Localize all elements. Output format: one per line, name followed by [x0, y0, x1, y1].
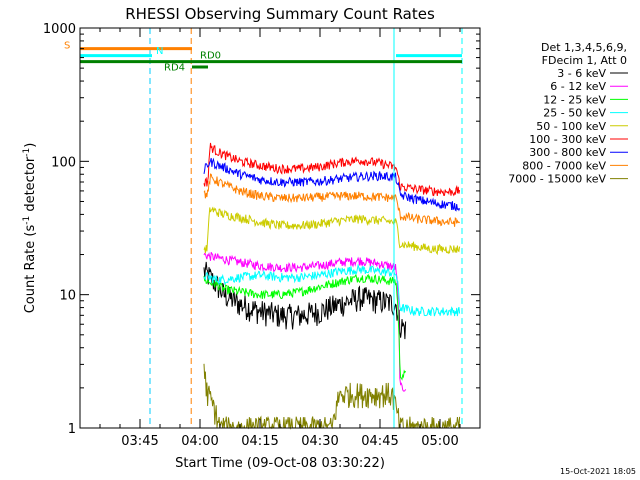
x-tick-label: 04:15: [241, 434, 278, 449]
flag-label-rd4: RD4: [164, 63, 185, 74]
legend-entry-label: 800 - 7000 keV: [522, 159, 606, 172]
flag-label-s: S: [64, 41, 70, 52]
legend-entry-label: 12 - 25 keV: [543, 93, 606, 106]
y-axis-label-exponent: -1: [22, 216, 32, 225]
x-tick-label: 03:45: [121, 434, 158, 449]
y-axis-label-exponent: -1: [22, 148, 32, 157]
legend-entry-label: 7000 - 15000 keV: [508, 173, 606, 186]
series-line-4: [203, 263, 461, 317]
flag-label-rd0: RD0: [200, 51, 221, 62]
flag-bars-layer: S N RD0 RD4: [64, 41, 462, 74]
series-layer: [203, 142, 461, 430]
y-tick-label: 10: [59, 289, 76, 304]
series-line-5: [203, 206, 461, 256]
series-line-2: [203, 251, 407, 392]
legend: Det 1,3,4,5,6,9, FDecim 1, Att 0 3 - 6 k…: [508, 41, 628, 186]
x-axis-ticks: 03:45 04:00 04:15 04:30 04:45 05:00: [79, 28, 481, 449]
series-line-7: [203, 157, 461, 212]
y-axis-label: Count Rate (s-1 detector-1): [22, 143, 38, 314]
y-tick-label: 1: [68, 422, 76, 437]
flag-label-n: N: [156, 46, 163, 57]
series-line-1: [203, 261, 407, 340]
x-tick-label: 04:45: [361, 434, 398, 449]
legend-entry-label: 6 - 12 keV: [550, 80, 606, 93]
legend-header-line: FDecim 1, Att 0: [542, 54, 627, 67]
legend-entry-label: 50 - 100 keV: [536, 120, 606, 133]
y-tick-label: 100: [51, 155, 76, 170]
x-tick-label: 05:00: [421, 434, 458, 449]
legend-header-line: Det 1,3,4,5,6,9,: [541, 41, 627, 54]
y-axis-label-part: ): [23, 143, 38, 148]
series-line-8: [203, 173, 460, 227]
x-tick-label: 04:00: [181, 434, 218, 449]
legend-entry-label: 25 - 50 keV: [543, 107, 606, 120]
y-axis-label-part: detector: [23, 156, 38, 216]
vertical-lines-layer: [149, 28, 463, 428]
series-line-6: [203, 142, 461, 197]
y-axis-ticks: 1 10 100 1000: [43, 22, 480, 437]
series-line-9: [203, 363, 461, 430]
legend-entry-label: 100 - 300 keV: [529, 133, 606, 146]
y-axis-label-part: Count Rate (s: [23, 225, 38, 314]
footer-timestamp: 15-Oct-2021 18:05: [560, 467, 636, 476]
y-tick-label: 1000: [43, 22, 76, 37]
x-axis-label: Start Time (09-Oct-08 03:30:22): [175, 456, 385, 471]
x-tick-label: 04:30: [301, 434, 338, 449]
legend-entry-label: 3 - 6 keV: [557, 67, 606, 80]
legend-entry-label: 300 - 800 keV: [529, 146, 606, 159]
series-line-3: [203, 273, 407, 381]
chart-title: RHESSI Observing Summary Count Rates: [125, 5, 435, 23]
